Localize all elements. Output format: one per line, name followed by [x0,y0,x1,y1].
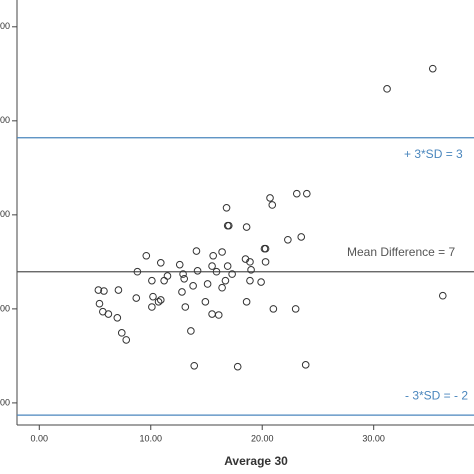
x-tick-label: 20.00 [251,433,274,443]
point [100,287,108,295]
point [154,298,163,306]
x-tick-label: 10.00 [139,433,162,443]
point [242,298,251,306]
point [428,64,437,73]
point [218,283,226,292]
point [192,247,201,255]
point [284,235,292,244]
point [142,251,151,260]
point [261,244,270,253]
point [181,303,190,311]
point [203,280,212,288]
point [178,288,186,296]
point [94,286,103,294]
point [148,303,156,311]
point [223,262,232,270]
point [201,298,210,306]
point [113,314,122,322]
reference-label: + 3*SD = 3 [404,147,463,161]
point [266,194,274,202]
point [228,270,236,278]
reference-label: - 3*SD = - 2 [405,388,468,402]
point [303,189,311,198]
point [149,292,157,301]
point [242,223,251,231]
point [187,327,195,335]
point [104,310,113,318]
reference-label: Mean Difference = 7 [347,245,456,259]
point [160,276,168,285]
point [246,258,254,266]
point [208,262,216,270]
x-tick-label: 0.00 [31,433,49,443]
point [247,266,255,274]
point [208,310,216,318]
point [269,305,278,313]
point [438,291,447,300]
point [117,329,126,337]
point [193,266,202,275]
y-tick-label: 40.00 [0,115,10,125]
point [222,203,231,212]
point [95,299,104,308]
point [209,251,217,260]
point [257,278,265,286]
x-tick-label: 30.00 [362,433,385,443]
point [224,221,233,230]
point [301,361,310,369]
y-tick-label: 60.00 [0,21,10,31]
point [179,270,187,278]
point [268,201,277,209]
point [180,274,188,283]
point [122,336,131,344]
point [212,267,221,276]
point [383,85,391,93]
point [221,276,230,285]
point [297,233,306,241]
point [292,189,301,198]
point [214,311,223,319]
y-tick-label: -20.00 [0,397,10,407]
point [246,276,254,285]
point [114,286,123,294]
point [132,294,141,302]
point [233,362,242,371]
point [175,260,184,269]
point [148,276,156,285]
y-tick-label: .00 [0,303,10,313]
x-axis-label: Average 30 [224,454,288,468]
point [189,282,197,290]
point [133,267,142,276]
point [291,305,300,313]
point [156,259,165,267]
point [218,248,226,256]
y-tick-label: 20.00 [0,209,10,219]
point [261,258,270,266]
point [163,272,172,280]
point [156,296,165,304]
point [190,361,199,370]
